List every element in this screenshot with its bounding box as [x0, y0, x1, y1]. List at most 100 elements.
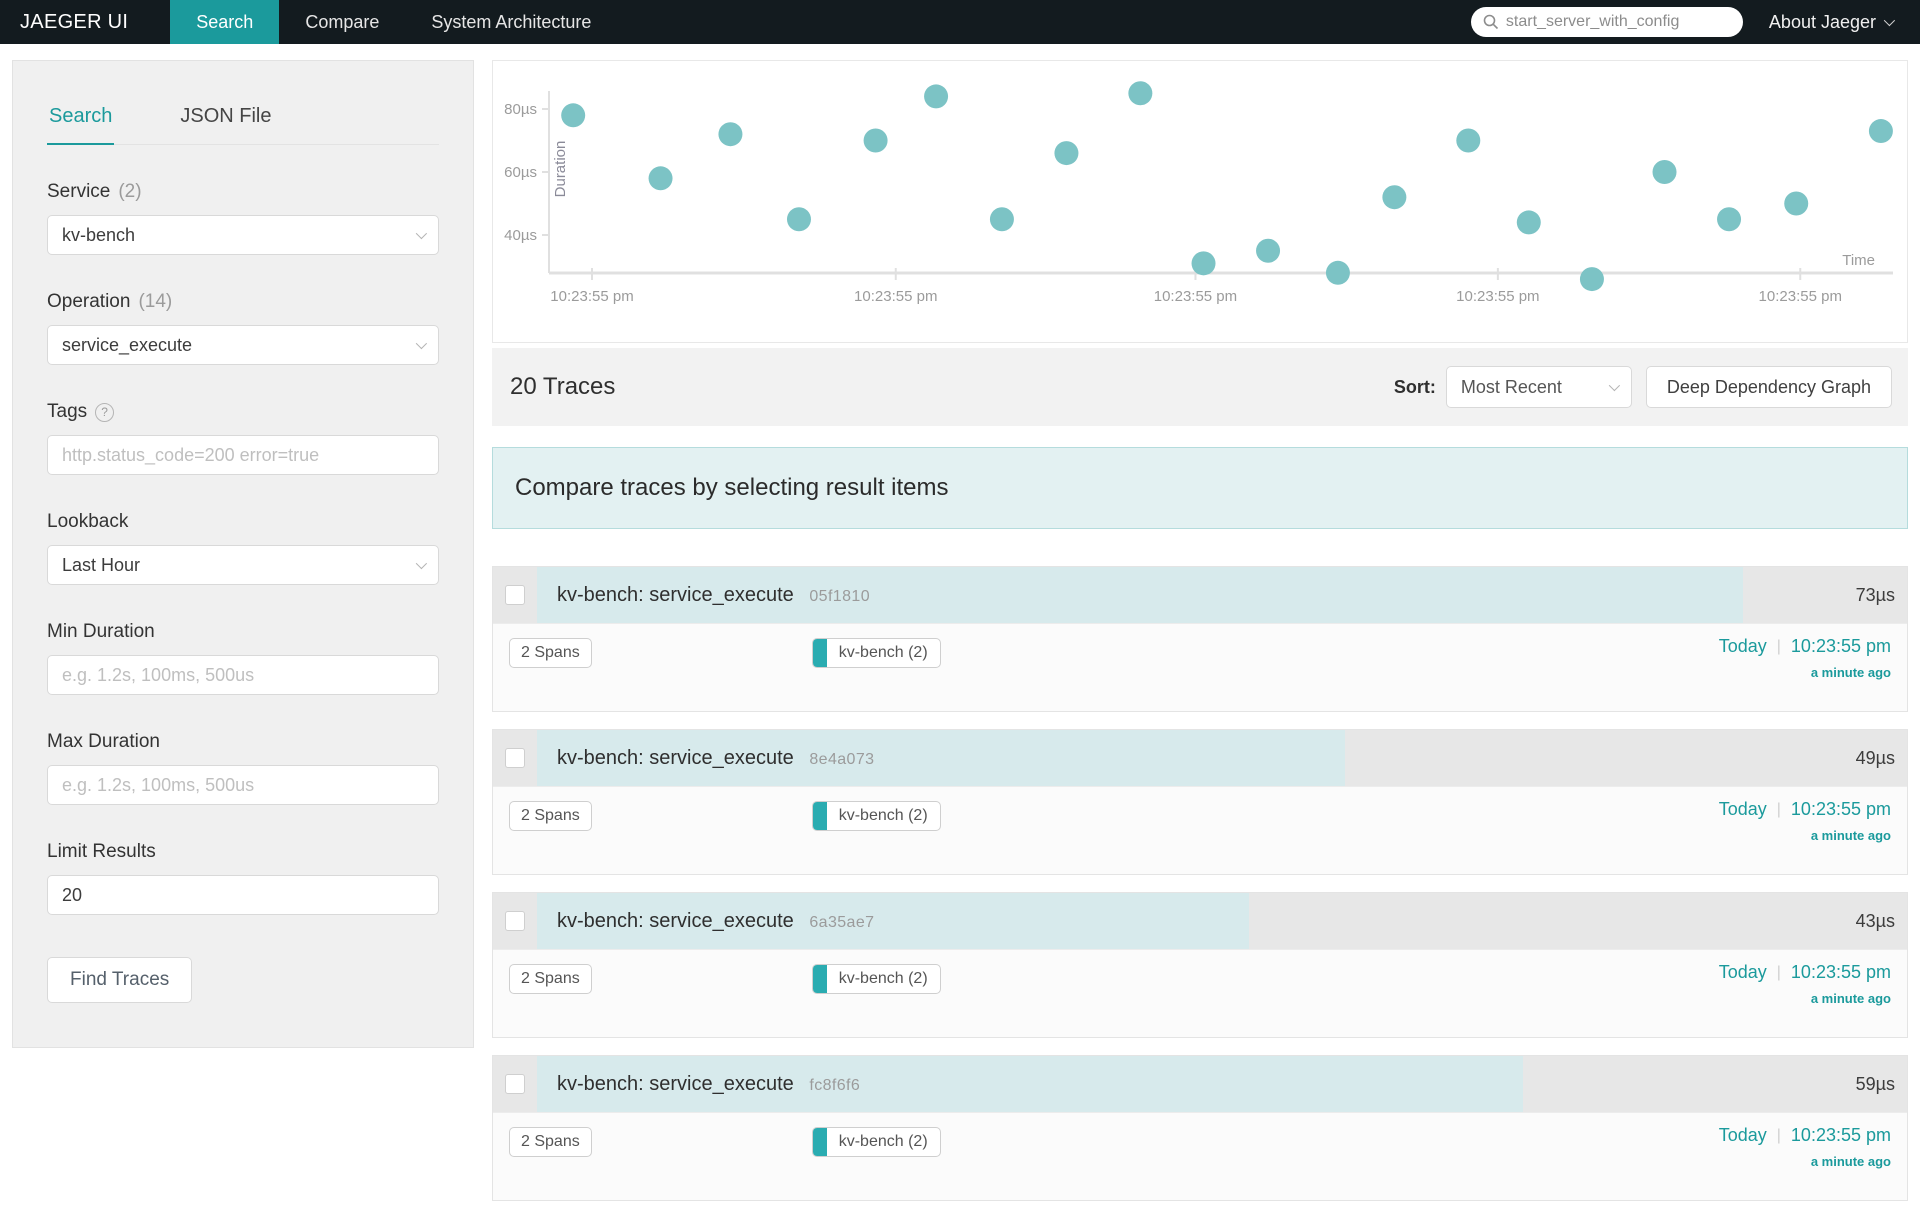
trace-result-card[interactable]: kv-bench: service_execute 05f1810 73µs 2… [492, 566, 1908, 712]
trace-compare-checkbox[interactable] [505, 1074, 525, 1094]
sort-label: Sort: [1393, 376, 1436, 397]
search-form-panel: Search JSON File Service (2) kv-bench Ope… [12, 60, 474, 1048]
trace-dot[interactable] [1128, 81, 1153, 106]
trace-dot[interactable] [1191, 251, 1216, 276]
service-label: Service [47, 181, 111, 202]
y-tick-label: 60µs [504, 164, 537, 181]
trace-relative-time: a minute ago [1810, 1154, 1891, 1169]
service-color-swatch [812, 1128, 827, 1156]
trace-dot[interactable] [561, 103, 586, 128]
trace-dot[interactable] [989, 207, 1014, 232]
nav-search-box[interactable] [1470, 7, 1743, 37]
operation-select-value: service_execute [62, 334, 193, 355]
x-tick-label: 10:23:55 pm [854, 288, 937, 305]
trace-dot[interactable] [1717, 207, 1742, 232]
trace-dot[interactable] [863, 128, 888, 153]
span-count-badge: 2 Spans [509, 964, 592, 994]
main-nav: Search Compare System Architecture [170, 0, 617, 44]
trace-dot[interactable] [718, 122, 743, 147]
service-select[interactable]: kv-bench [47, 215, 439, 255]
nav-item-compare[interactable]: Compare [279, 0, 405, 44]
about-jaeger-menu[interactable]: About Jaeger [1769, 12, 1896, 33]
trace-dot[interactable] [648, 166, 673, 191]
trace-dot[interactable] [1456, 128, 1481, 153]
trace-dot[interactable] [1868, 119, 1893, 144]
max-duration-input[interactable] [47, 765, 439, 805]
service-tag-badge: kv-bench (2) [811, 638, 941, 668]
trace-result-card[interactable]: kv-bench: service_execute 8e4a073 49µs 2… [492, 729, 1908, 875]
trace-dot[interactable] [1516, 210, 1541, 235]
trace-duration-value: 43µs [1855, 910, 1895, 931]
limit-results-input[interactable] [47, 875, 439, 915]
trace-relative-time: a minute ago [1810, 828, 1891, 843]
trace-dot[interactable] [1325, 260, 1350, 285]
nav-item-search[interactable]: Search [170, 0, 280, 44]
trace-duration-bar [537, 893, 1250, 949]
service-color-swatch [812, 802, 827, 830]
trace-compare-checkbox[interactable] [505, 585, 525, 605]
limit-results-field-group: Limit Results [47, 841, 439, 915]
trace-dot[interactable] [924, 84, 949, 109]
trace-dot[interactable] [1784, 191, 1809, 216]
duration-scatter-panel: 80µs 60µs 40µs 10:23:55 pm 10:23:55 pm 10:23:… [492, 60, 1908, 343]
x-tick-label: 10:23:55 pm [1154, 288, 1237, 305]
operation-select[interactable]: service_execute [47, 325, 439, 365]
app-brand: JAEGER UI [20, 10, 129, 33]
search-panel-tabs: Search JSON File [47, 101, 439, 145]
trace-id: 05f1810 [809, 587, 870, 605]
results-count-title: 20 Traces [510, 373, 616, 400]
lookback-label: Lookback [47, 511, 129, 532]
trace-card-body: 2 Spans kv-bench (2) Today | 10:23:55 pm… [493, 1112, 1907, 1200]
trace-result-card[interactable]: kv-bench: service_execute fc8f6f6 59µs 2… [492, 1055, 1908, 1201]
trace-compare-checkbox[interactable] [505, 911, 525, 931]
span-count-badge: 2 Spans [509, 801, 592, 831]
tab-json-file[interactable]: JSON File [178, 101, 273, 144]
span-count-badge: 2 Spans [509, 638, 592, 668]
trace-date: Today [1718, 962, 1767, 982]
compare-traces-banner: Compare traces by selecting result items [492, 447, 1908, 529]
meta-separator: | [1776, 637, 1781, 655]
trace-title: kv-bench: service_execute 05f1810 [557, 584, 870, 607]
meta-separator: | [1776, 800, 1781, 818]
service-tag-badge: kv-bench (2) [811, 964, 941, 994]
service-tag-label: kv-bench (2) [838, 807, 928, 824]
trace-id: 6a35ae7 [809, 913, 875, 931]
x-tick-label: 10:23:55 pm [1759, 288, 1842, 305]
trace-time-meta: Today | 10:23:55 pm a minute ago [1719, 799, 1891, 843]
trace-card-body: 2 Spans kv-bench (2) Today | 10:23:55 pm… [493, 623, 1907, 711]
deep-dependency-graph-button[interactable]: Deep Dependency Graph [1645, 366, 1892, 408]
x-tick-label: 10:23:55 pm [1456, 288, 1539, 305]
trace-dot[interactable] [1256, 238, 1281, 263]
trace-lookup-input[interactable] [1505, 13, 1731, 31]
trace-result-card[interactable]: kv-bench: service_execute 6a35ae7 43µs 2… [492, 892, 1908, 1038]
find-traces-button[interactable]: Find Traces [47, 957, 193, 1003]
service-count: (2) [118, 181, 142, 202]
trace-relative-time: a minute ago [1810, 991, 1891, 1006]
service-color-swatch [812, 639, 827, 667]
service-tag-badge: kv-bench (2) [811, 1127, 941, 1157]
service-tag-label: kv-bench (2) [838, 1133, 928, 1150]
chevron-down-icon [1883, 14, 1896, 27]
compare-traces-banner-text: Compare traces by selecting result items [515, 474, 949, 501]
tab-search[interactable]: Search [47, 101, 115, 145]
trace-dot[interactable] [1652, 160, 1677, 184]
tags-input[interactable] [47, 435, 439, 475]
help-icon[interactable]: ? [95, 402, 115, 422]
trace-dot[interactable] [1382, 185, 1407, 210]
trace-id: 8e4a073 [809, 750, 875, 768]
trace-dot[interactable] [1579, 267, 1604, 292]
sort-select[interactable]: Most Recent [1445, 366, 1632, 408]
nav-item-system-architecture[interactable]: System Architecture [405, 0, 617, 44]
meta-separator: | [1776, 963, 1781, 981]
trace-title: kv-bench: service_execute 8e4a073 [557, 747, 874, 770]
tags-field-group: Tags ? [47, 401, 439, 475]
trace-duration-bar [537, 567, 1743, 623]
search-icon [1483, 14, 1498, 30]
lookback-select[interactable]: Last Hour [47, 545, 439, 585]
trace-title-text: kv-bench: service_execute [557, 746, 794, 769]
trace-dot[interactable] [1054, 141, 1079, 166]
trace-compare-checkbox[interactable] [505, 748, 525, 768]
min-duration-input[interactable] [47, 655, 439, 695]
trace-dot[interactable] [786, 207, 811, 232]
results-header: 20 Traces Sort: Most Recent Deep Depende… [492, 348, 1908, 426]
